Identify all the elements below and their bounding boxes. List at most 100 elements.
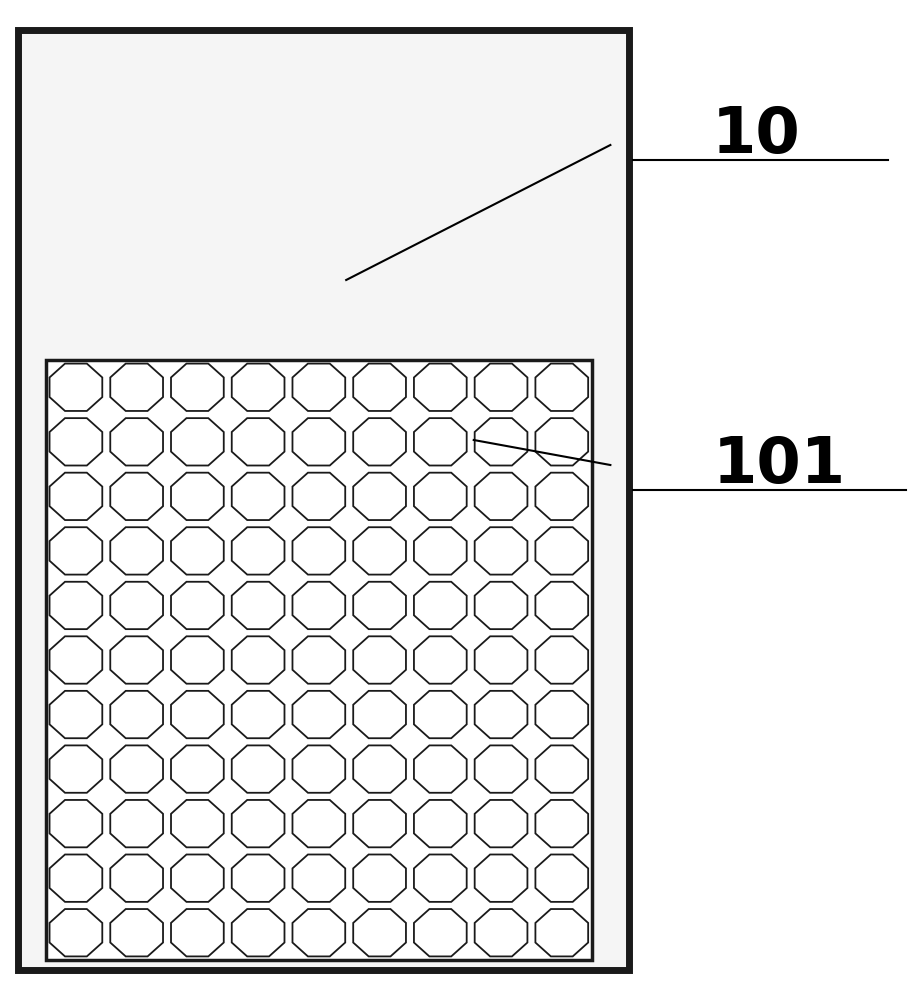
- Polygon shape: [110, 745, 163, 793]
- Polygon shape: [292, 745, 345, 793]
- Text: 10: 10: [711, 104, 801, 166]
- Polygon shape: [536, 418, 589, 466]
- Polygon shape: [171, 800, 224, 847]
- Polygon shape: [49, 582, 102, 629]
- Polygon shape: [110, 473, 163, 520]
- Polygon shape: [475, 636, 527, 684]
- Polygon shape: [475, 473, 527, 520]
- Polygon shape: [49, 745, 102, 793]
- Polygon shape: [414, 909, 466, 956]
- Polygon shape: [536, 582, 589, 629]
- Polygon shape: [292, 691, 345, 738]
- Polygon shape: [353, 582, 406, 629]
- Polygon shape: [231, 582, 284, 629]
- Polygon shape: [231, 364, 284, 411]
- Polygon shape: [475, 364, 527, 411]
- Polygon shape: [536, 527, 589, 575]
- Polygon shape: [292, 527, 345, 575]
- Polygon shape: [475, 527, 527, 575]
- Polygon shape: [475, 418, 527, 466]
- Polygon shape: [231, 745, 284, 793]
- Polygon shape: [475, 582, 527, 629]
- Polygon shape: [414, 582, 466, 629]
- Polygon shape: [414, 691, 466, 738]
- Polygon shape: [414, 636, 466, 684]
- Polygon shape: [292, 582, 345, 629]
- Polygon shape: [49, 636, 102, 684]
- Polygon shape: [353, 800, 406, 847]
- Polygon shape: [231, 418, 284, 466]
- Polygon shape: [49, 527, 102, 575]
- Polygon shape: [171, 854, 224, 902]
- Bar: [46, 360, 592, 960]
- Polygon shape: [171, 582, 224, 629]
- Polygon shape: [475, 745, 527, 793]
- Polygon shape: [475, 854, 527, 902]
- Polygon shape: [171, 364, 224, 411]
- Polygon shape: [353, 364, 406, 411]
- Polygon shape: [49, 909, 102, 956]
- Polygon shape: [171, 909, 224, 956]
- Polygon shape: [171, 473, 224, 520]
- Polygon shape: [49, 418, 102, 466]
- Polygon shape: [110, 691, 163, 738]
- Bar: [18, 30, 629, 970]
- Polygon shape: [475, 909, 527, 956]
- Polygon shape: [353, 473, 406, 520]
- Polygon shape: [110, 909, 163, 956]
- Text: 101: 101: [712, 434, 845, 496]
- Polygon shape: [353, 909, 406, 956]
- Polygon shape: [110, 854, 163, 902]
- Polygon shape: [231, 636, 284, 684]
- Polygon shape: [292, 636, 345, 684]
- Polygon shape: [414, 745, 466, 793]
- Polygon shape: [536, 854, 589, 902]
- Polygon shape: [49, 800, 102, 847]
- Polygon shape: [475, 691, 527, 738]
- Polygon shape: [231, 909, 284, 956]
- Polygon shape: [353, 527, 406, 575]
- Polygon shape: [536, 800, 589, 847]
- Polygon shape: [292, 909, 345, 956]
- Polygon shape: [110, 364, 163, 411]
- Polygon shape: [231, 854, 284, 902]
- Polygon shape: [536, 364, 589, 411]
- Polygon shape: [231, 473, 284, 520]
- Polygon shape: [536, 636, 589, 684]
- Polygon shape: [414, 418, 466, 466]
- Polygon shape: [536, 691, 589, 738]
- Polygon shape: [110, 527, 163, 575]
- Polygon shape: [292, 364, 345, 411]
- Polygon shape: [414, 473, 466, 520]
- Polygon shape: [110, 418, 163, 466]
- Polygon shape: [353, 691, 406, 738]
- Polygon shape: [49, 473, 102, 520]
- Polygon shape: [110, 636, 163, 684]
- Polygon shape: [110, 800, 163, 847]
- Polygon shape: [414, 800, 466, 847]
- Polygon shape: [414, 527, 466, 575]
- Polygon shape: [353, 854, 406, 902]
- Polygon shape: [171, 691, 224, 738]
- Polygon shape: [414, 854, 466, 902]
- Polygon shape: [353, 636, 406, 684]
- Polygon shape: [475, 800, 527, 847]
- Polygon shape: [231, 691, 284, 738]
- Polygon shape: [231, 800, 284, 847]
- Polygon shape: [49, 691, 102, 738]
- Polygon shape: [171, 745, 224, 793]
- Polygon shape: [353, 418, 406, 466]
- Polygon shape: [231, 527, 284, 575]
- Polygon shape: [110, 582, 163, 629]
- Polygon shape: [292, 800, 345, 847]
- Polygon shape: [49, 854, 102, 902]
- Polygon shape: [536, 909, 589, 956]
- Polygon shape: [171, 527, 224, 575]
- Polygon shape: [49, 364, 102, 411]
- Polygon shape: [292, 473, 345, 520]
- Polygon shape: [171, 636, 224, 684]
- Polygon shape: [536, 473, 589, 520]
- Polygon shape: [353, 745, 406, 793]
- Polygon shape: [292, 418, 345, 466]
- Polygon shape: [414, 364, 466, 411]
